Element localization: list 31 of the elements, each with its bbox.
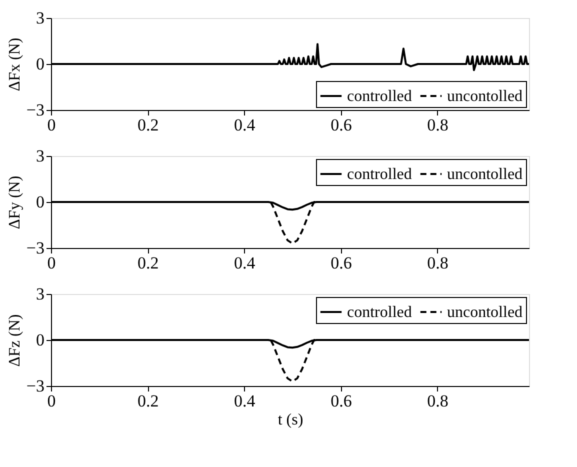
- y-tick-label: 0: [36, 192, 44, 212]
- x-tick-label: 0.8: [427, 254, 448, 272]
- y-axis-title: ΔFy (N): [6, 176, 24, 230]
- y-tick-label: 3: [36, 284, 44, 304]
- x-tick-label: 0.6: [330, 254, 352, 272]
- x-axis-title: t (s): [278, 412, 304, 428]
- x-tick-label: 0.8: [427, 116, 448, 134]
- x-tick-label: 0.4: [234, 116, 256, 134]
- x-tick-label: 0.2: [137, 254, 159, 272]
- y-tick-label: −3: [26, 376, 44, 396]
- y-axis-title: ΔFx (N): [6, 38, 24, 92]
- y-tick-label: 0: [36, 330, 44, 350]
- legend-label: uncontolled: [447, 304, 523, 321]
- x-tick-label: 0.4: [234, 254, 256, 272]
- legend-label: controlled: [347, 88, 412, 105]
- y-tick-label: −3: [26, 238, 44, 258]
- legend-label: uncontolled: [447, 166, 523, 183]
- series-label: controlled: [347, 166, 412, 183]
- x-tick-label: 0.8: [427, 392, 448, 410]
- legend-label: uncontolled: [447, 88, 523, 105]
- x-tick-label: 0.6: [330, 116, 352, 134]
- x-tick-label: 0.2: [137, 392, 159, 410]
- legend-label: controlled: [347, 304, 412, 321]
- x-tick-label: 0.6: [330, 392, 352, 410]
- y-tick-label: 0: [36, 54, 44, 74]
- y-axis-title: ΔFz (N): [6, 314, 24, 367]
- y-tick-label: −3: [26, 100, 44, 120]
- x-tick-label: 0.2: [137, 116, 159, 134]
- x-tick-label: 0.4: [234, 392, 256, 410]
- y-tick-label: 3: [36, 8, 44, 28]
- y-tick-label: 3: [36, 146, 44, 166]
